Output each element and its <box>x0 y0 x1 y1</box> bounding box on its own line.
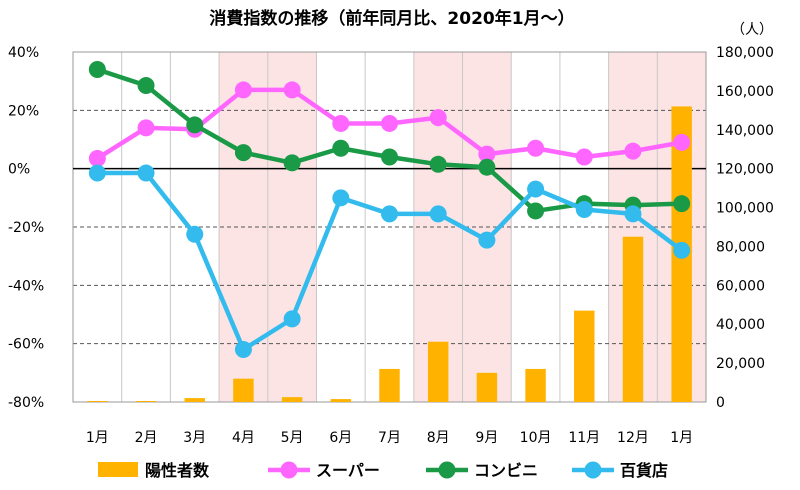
right-axis-tick-label: 120,000 <box>716 162 774 178</box>
left-axis-tick-label: -80% <box>8 395 44 411</box>
point-convenience-store <box>332 139 350 157</box>
point-supermarket <box>478 145 496 163</box>
x-axis-tick-label: 4月 <box>232 430 255 446</box>
bar-cases <box>135 401 157 402</box>
line-convenience-store <box>96 67 682 214</box>
bar-cases <box>427 341 449 402</box>
right-axis-tick-label: 100,000 <box>716 201 774 217</box>
chart-title: 消費指数の推移（前年同月比、2020年1月〜） <box>209 8 574 29</box>
point-department-store <box>624 205 642 223</box>
point-convenience-store <box>283 154 301 172</box>
x-axis-tick-label: 1月 <box>86 430 109 446</box>
bar-cases <box>87 401 108 402</box>
point-convenience-store <box>429 155 447 173</box>
legend-marker-convenience-store <box>438 461 456 479</box>
legend-marker-supermarket <box>280 461 298 479</box>
point-department-store <box>88 164 106 182</box>
right-axis-unit-label: （人） <box>731 22 773 38</box>
x-axis-tick-label: 6月 <box>329 430 352 446</box>
x-axis-tick-label: 2月 <box>135 430 158 446</box>
legend-label-department-store: 百貨店 <box>620 461 668 480</box>
bar-cases <box>184 398 205 402</box>
right-axis-tick-label: 160,000 <box>716 84 774 100</box>
right-axis-tick-label: 0 <box>716 395 725 411</box>
bar-cases <box>622 236 644 402</box>
point-convenience-store <box>381 148 398 166</box>
left-axis-tick-label: -20% <box>8 220 44 236</box>
x-axis-tick-label: 1月 <box>670 430 693 446</box>
point-supermarket <box>381 114 398 132</box>
bar-cases <box>574 310 595 402</box>
point-supermarket <box>234 81 252 99</box>
point-convenience-store <box>527 202 545 220</box>
x-axis-tick-label: 12月 <box>617 430 649 446</box>
left-axis-tick-label: 40% <box>8 45 39 61</box>
point-department-store <box>527 180 545 198</box>
point-supermarket <box>575 148 593 166</box>
left-axis-tick-label: -60% <box>8 337 44 353</box>
x-axis-tick-label: 9月 <box>475 430 498 446</box>
point-supermarket <box>527 139 545 157</box>
point-department-store <box>332 189 350 207</box>
bar-cases <box>379 368 400 402</box>
point-department-store <box>283 310 301 328</box>
right-axis-tick-label: 60,000 <box>716 278 765 294</box>
right-axis-tick-label: 40,000 <box>716 317 765 333</box>
x-axis-tick-label: 3月 <box>183 430 206 446</box>
point-supermarket <box>88 149 106 167</box>
x-axis-tick-label: 5月 <box>281 430 304 446</box>
point-supermarket <box>137 119 155 137</box>
point-department-store <box>575 201 593 218</box>
point-convenience-store <box>137 77 155 95</box>
bar-cases <box>525 368 546 402</box>
x-axis-tick-label: 8月 <box>427 430 450 446</box>
legend-label-supermarket: スーパー <box>316 461 380 480</box>
point-convenience-store <box>186 116 204 134</box>
bar-cases <box>476 372 498 402</box>
point-supermarket <box>673 133 691 151</box>
right-axis-tick-label: 180,000 <box>716 45 774 61</box>
bar-cases <box>281 397 303 402</box>
right-axis-tick-label: 20,000 <box>716 356 765 372</box>
point-convenience-store <box>234 144 252 162</box>
x-axis-tick-label: 10月 <box>520 430 552 446</box>
right-axis-tick-label: 80,000 <box>716 239 765 255</box>
point-department-store <box>137 164 155 182</box>
point-convenience-store <box>478 158 496 176</box>
point-department-store <box>186 225 204 243</box>
point-department-store <box>234 341 252 358</box>
x-axis-tick-label: 7月 <box>378 430 401 446</box>
point-department-store <box>381 205 398 223</box>
point-department-store <box>478 231 496 249</box>
point-department-store <box>429 205 447 223</box>
x-axis-tick-label: 11月 <box>568 430 600 446</box>
right-axis-tick-label: 140,000 <box>716 123 774 139</box>
legend-swatch-cases <box>98 462 138 477</box>
point-department-store <box>673 241 691 259</box>
point-convenience-store <box>673 195 691 213</box>
left-axis-tick-label: -40% <box>8 278 44 294</box>
legend-marker-department-store <box>584 461 602 479</box>
bar-cases <box>233 378 254 402</box>
legend: 陽性者数 スーパー コンビニ 百貨店 <box>98 461 668 480</box>
point-supermarket <box>429 109 447 127</box>
point-supermarket <box>283 81 301 99</box>
plot-area: 40% 20% 0% -20% -40% -60% -80% 180,000 160,000 14… <box>8 45 774 446</box>
legend-label-convenience-store: コンビニ <box>474 461 538 480</box>
point-supermarket <box>624 142 642 160</box>
legend-label-cases: 陽性者数 <box>145 461 210 480</box>
point-supermarket <box>332 114 350 132</box>
bar-cases <box>330 399 352 402</box>
point-convenience-store <box>88 61 106 78</box>
left-axis-tick-label: 20% <box>8 103 39 119</box>
left-axis-tick-label: 0% <box>8 162 30 178</box>
